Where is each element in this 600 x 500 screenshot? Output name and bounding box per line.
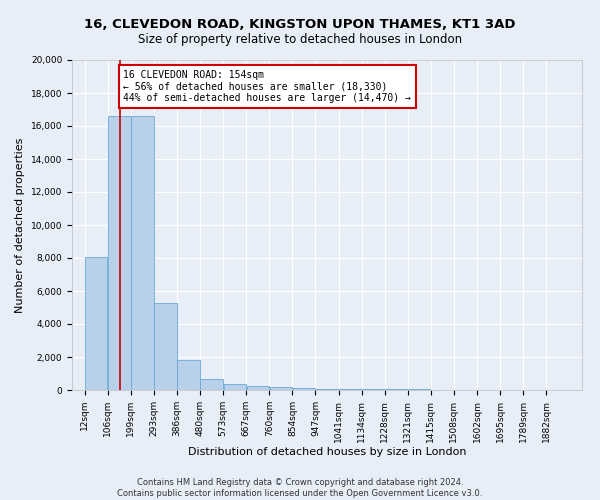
- Text: 16, CLEVEDON ROAD, KINGSTON UPON THAMES, KT1 3AD: 16, CLEVEDON ROAD, KINGSTON UPON THAMES,…: [84, 18, 516, 30]
- Bar: [339, 389, 361, 390]
- Bar: [293, 388, 315, 390]
- Text: Contains HM Land Registry data © Crown copyright and database right 2024.
Contai: Contains HM Land Registry data © Crown c…: [118, 478, 482, 498]
- Bar: [269, 387, 292, 390]
- Bar: [316, 388, 338, 390]
- Bar: [362, 389, 385, 390]
- Bar: [154, 302, 176, 390]
- Text: Size of property relative to detached houses in London: Size of property relative to detached ho…: [138, 32, 462, 46]
- Y-axis label: Number of detached properties: Number of detached properties: [15, 138, 25, 312]
- Bar: [223, 384, 246, 390]
- Bar: [85, 257, 107, 390]
- Bar: [131, 116, 154, 390]
- Bar: [247, 386, 269, 390]
- X-axis label: Distribution of detached houses by size in London: Distribution of detached houses by size …: [188, 448, 466, 458]
- Bar: [108, 116, 131, 390]
- Bar: [200, 380, 223, 390]
- Bar: [178, 360, 200, 390]
- Text: 16 CLEVEDON ROAD: 154sqm
← 56% of detached houses are smaller (18,330)
44% of se: 16 CLEVEDON ROAD: 154sqm ← 56% of detach…: [124, 70, 412, 103]
